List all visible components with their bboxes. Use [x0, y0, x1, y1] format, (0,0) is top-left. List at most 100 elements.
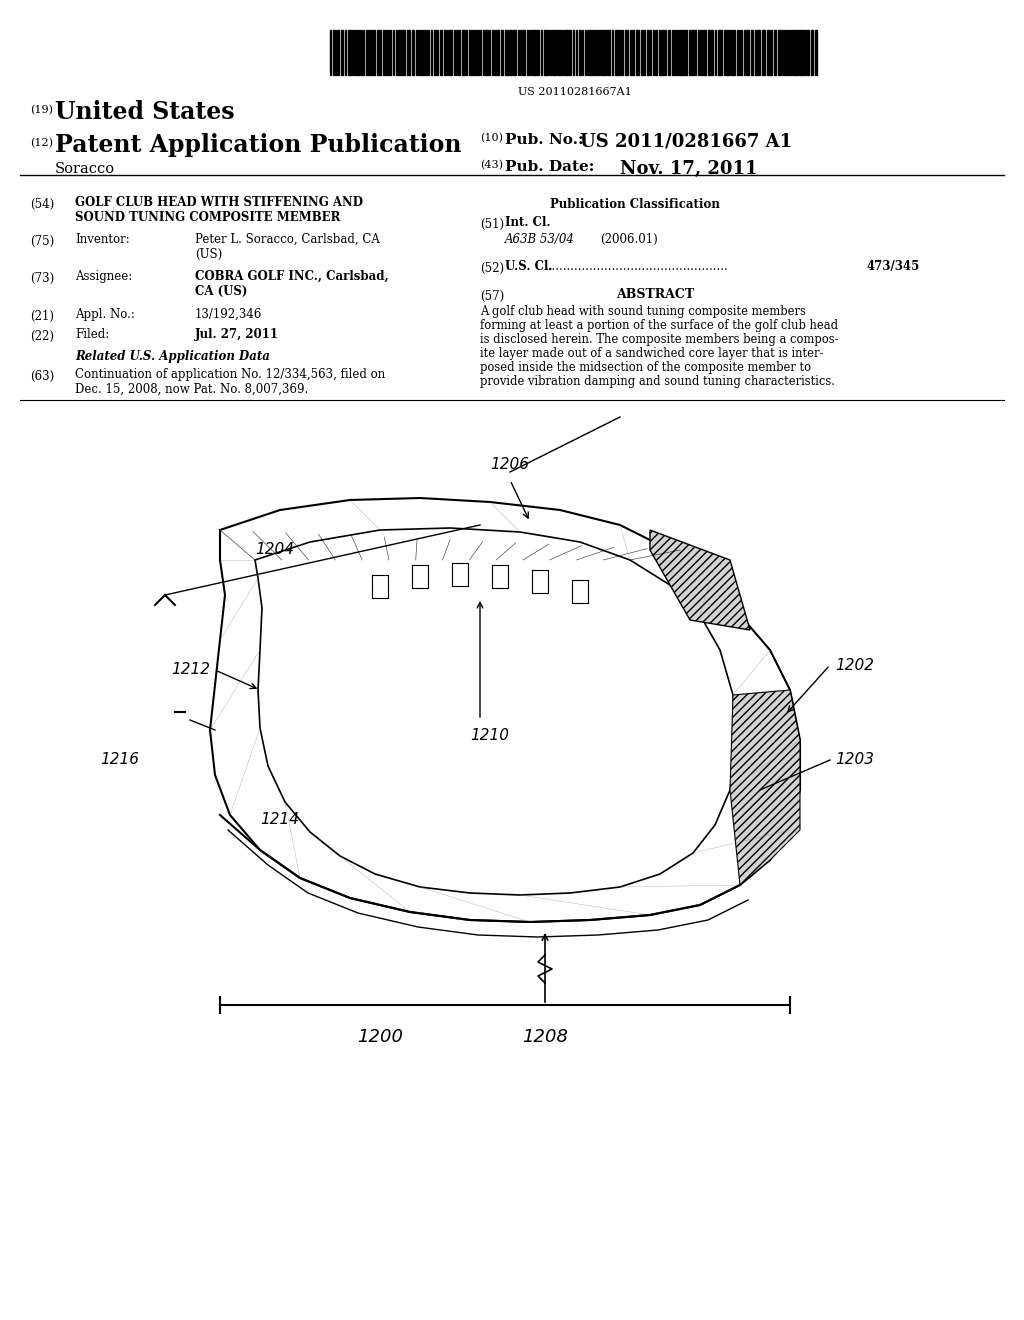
- Bar: [472, 30, 474, 75]
- Bar: [662, 30, 664, 75]
- Text: is disclosed herein. The composite members being a compos-: is disclosed herein. The composite membe…: [480, 333, 839, 346]
- Bar: [641, 30, 643, 75]
- Text: US 2011/0281667 A1: US 2011/0281667 A1: [580, 133, 793, 150]
- Bar: [708, 30, 711, 75]
- Text: 1212: 1212: [171, 663, 210, 677]
- Text: 1210: 1210: [470, 727, 510, 742]
- Bar: [501, 30, 503, 75]
- Text: (57): (57): [480, 290, 504, 304]
- Text: CA (US): CA (US): [195, 285, 248, 298]
- Bar: [598, 30, 600, 75]
- Bar: [778, 30, 781, 75]
- Bar: [807, 30, 809, 75]
- Bar: [434, 30, 436, 75]
- Bar: [802, 30, 804, 75]
- Bar: [333, 30, 335, 75]
- Text: (21): (21): [30, 310, 54, 323]
- Bar: [659, 30, 662, 75]
- Text: Patent Application Publication: Patent Application Publication: [55, 133, 462, 157]
- Bar: [689, 30, 691, 75]
- Bar: [534, 30, 536, 75]
- Bar: [636, 30, 639, 75]
- Bar: [632, 30, 634, 75]
- Bar: [751, 30, 753, 75]
- Bar: [348, 30, 351, 75]
- Text: 1200: 1200: [357, 1028, 403, 1045]
- Bar: [469, 30, 471, 75]
- Bar: [774, 30, 776, 75]
- Bar: [793, 30, 796, 75]
- Text: 1214: 1214: [260, 813, 299, 828]
- Text: 1203: 1203: [835, 752, 874, 767]
- Text: (12): (12): [30, 139, 53, 148]
- Text: forming at least a portion of the surface of the golf club head: forming at least a portion of the surfac…: [480, 319, 838, 333]
- Bar: [513, 30, 516, 75]
- Text: 1202: 1202: [835, 657, 874, 672]
- Bar: [815, 30, 817, 75]
- Text: 1208: 1208: [522, 1028, 568, 1045]
- Text: (54): (54): [30, 198, 54, 211]
- Bar: [811, 30, 813, 75]
- Text: 13/192,346: 13/192,346: [195, 308, 262, 321]
- Text: (63): (63): [30, 370, 54, 383]
- Text: (2006.01): (2006.01): [600, 234, 657, 246]
- Bar: [655, 30, 657, 75]
- Text: 1216: 1216: [100, 752, 139, 767]
- Bar: [607, 30, 610, 75]
- Text: Assignee:: Assignee:: [75, 271, 132, 282]
- Bar: [679, 30, 683, 75]
- Text: Nov. 17, 2011: Nov. 17, 2011: [620, 160, 758, 178]
- Text: Filed:: Filed:: [75, 327, 110, 341]
- Bar: [553, 30, 555, 75]
- Text: (19): (19): [30, 106, 53, 115]
- Text: Publication Classification: Publication Classification: [550, 198, 720, 211]
- Text: (73): (73): [30, 272, 54, 285]
- Bar: [462, 30, 465, 75]
- Bar: [422, 30, 425, 75]
- Bar: [700, 30, 702, 75]
- Bar: [703, 30, 706, 75]
- Bar: [718, 30, 722, 75]
- Bar: [458, 30, 460, 75]
- Bar: [449, 30, 452, 75]
- Bar: [377, 30, 381, 75]
- Text: US 20110281667A1: US 20110281667A1: [518, 87, 632, 96]
- Bar: [485, 30, 488, 75]
- Polygon shape: [650, 531, 750, 630]
- Text: (52): (52): [480, 261, 504, 275]
- Bar: [505, 30, 508, 75]
- Bar: [475, 30, 477, 75]
- Text: Int. Cl.: Int. Cl.: [505, 216, 551, 228]
- Bar: [385, 30, 387, 75]
- Bar: [564, 30, 568, 75]
- Text: Pub. Date:: Pub. Date:: [505, 160, 594, 174]
- Text: .................................................: ........................................…: [545, 260, 729, 273]
- Text: 473/345: 473/345: [866, 260, 920, 273]
- Bar: [647, 30, 649, 75]
- Bar: [558, 30, 561, 75]
- Bar: [401, 30, 406, 75]
- Bar: [740, 30, 742, 75]
- Bar: [440, 30, 442, 75]
- Bar: [746, 30, 749, 75]
- Text: (75): (75): [30, 235, 54, 248]
- Bar: [767, 30, 769, 75]
- Polygon shape: [730, 690, 800, 884]
- Bar: [544, 30, 548, 75]
- Bar: [592, 30, 594, 75]
- Bar: [684, 30, 687, 75]
- Bar: [595, 30, 597, 75]
- Text: U.S. Cl.: U.S. Cl.: [505, 260, 553, 273]
- Text: Pub. No.:: Pub. No.:: [505, 133, 584, 147]
- Text: Jul. 27, 2011: Jul. 27, 2011: [195, 327, 279, 341]
- Bar: [509, 30, 512, 75]
- Bar: [341, 30, 343, 75]
- Text: GOLF CLUB HEAD WITH STIFFENING AND: GOLF CLUB HEAD WITH STIFFENING AND: [75, 195, 362, 209]
- Text: Appl. No.:: Appl. No.:: [75, 308, 135, 321]
- Bar: [799, 30, 801, 75]
- Text: ABSTRACT: ABSTRACT: [616, 288, 694, 301]
- Bar: [625, 30, 628, 75]
- Text: Continuation of application No. 12/334,563, filed on: Continuation of application No. 12/334,5…: [75, 368, 385, 381]
- Bar: [762, 30, 765, 75]
- Bar: [358, 30, 360, 75]
